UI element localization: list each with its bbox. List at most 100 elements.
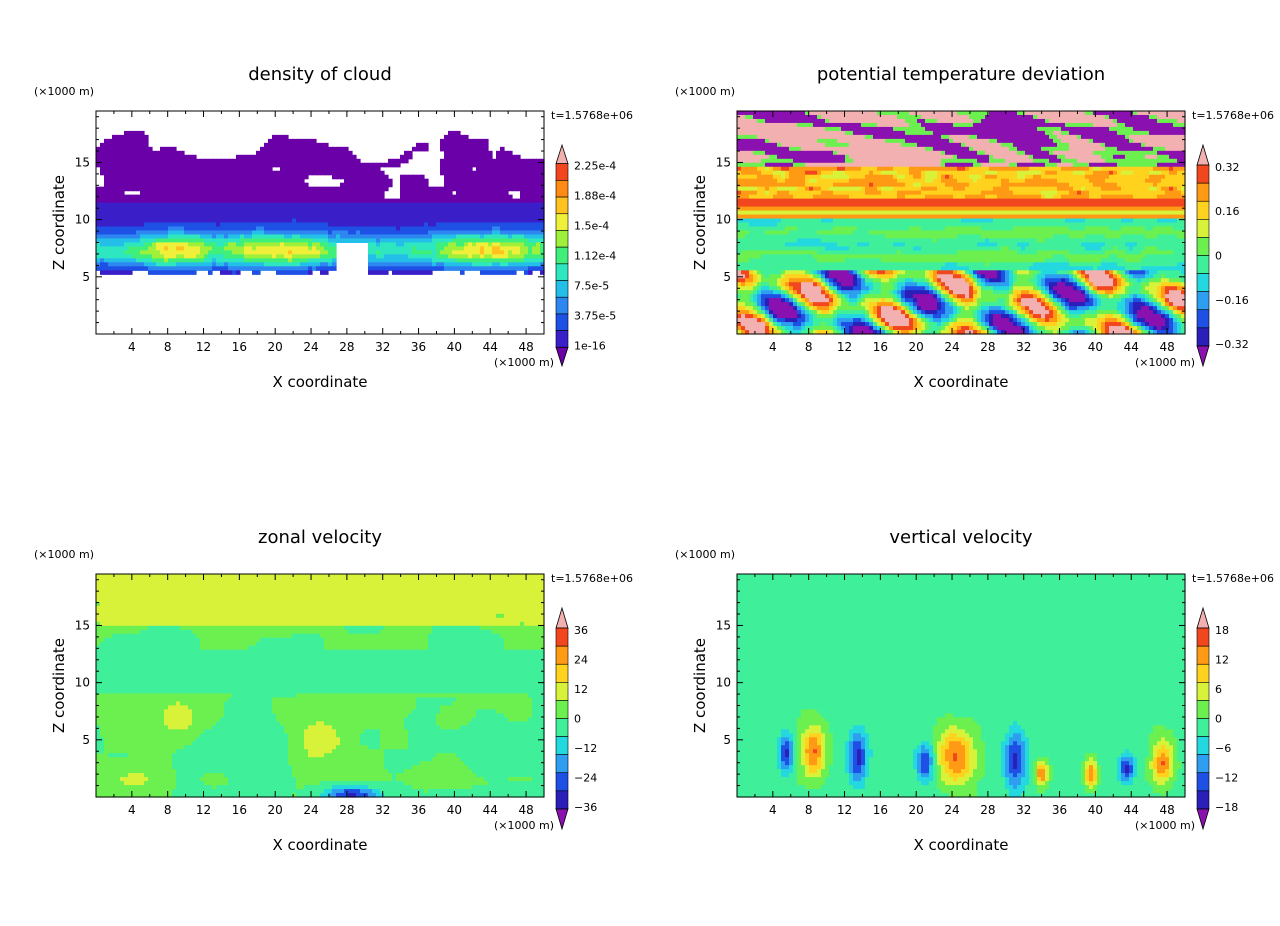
heatmap-cell xyxy=(749,131,754,136)
heatmap-cell xyxy=(176,191,181,196)
heatmap-cell xyxy=(264,219,269,224)
heatmap-cell xyxy=(296,167,301,172)
heatmap-cell xyxy=(244,219,249,224)
heatmap-cell xyxy=(252,250,257,255)
heatmap-cell xyxy=(813,306,818,311)
heatmap-cell xyxy=(777,242,782,247)
heatmap-cell xyxy=(300,223,305,228)
heatmap-cell xyxy=(737,119,742,124)
heatmap-cell xyxy=(484,258,489,263)
heatmap-cell xyxy=(837,187,842,192)
heatmap-cell xyxy=(488,230,493,235)
heatmap-cell xyxy=(168,163,173,168)
heatmap-cell xyxy=(801,151,806,156)
heatmap-cell xyxy=(761,314,766,319)
heatmap-cell xyxy=(224,234,229,239)
heatmap-cell xyxy=(809,179,814,184)
heatmap-cell xyxy=(312,187,317,192)
heatmap-cell xyxy=(821,143,826,148)
heatmap-cell xyxy=(773,111,778,116)
heatmap-cell xyxy=(424,226,429,231)
heatmap-cell xyxy=(364,211,369,216)
heatmap-cell xyxy=(324,211,329,216)
heatmap-cell xyxy=(192,270,197,275)
heatmap-cell xyxy=(336,155,341,160)
heatmap-cell xyxy=(248,262,253,267)
heatmap-cell xyxy=(508,187,513,192)
heatmap-cell xyxy=(284,266,289,271)
heatmap-cell xyxy=(837,298,842,303)
heatmap-cell xyxy=(452,238,457,243)
heatmap-cell xyxy=(817,175,822,180)
heatmap-cell xyxy=(793,151,798,156)
heatmap-cell xyxy=(164,246,169,251)
heatmap-cell xyxy=(793,238,798,243)
heatmap-cell xyxy=(773,270,778,275)
heatmap-cell xyxy=(825,258,830,263)
heatmap-cell xyxy=(108,163,113,168)
heatmap-cell xyxy=(216,250,221,255)
heatmap-cell xyxy=(492,163,497,168)
heatmap-cell xyxy=(817,119,822,124)
heatmap-cell xyxy=(456,171,461,176)
heatmap-cell xyxy=(420,258,425,263)
heatmap-cell xyxy=(809,183,814,188)
heatmap-cell xyxy=(452,262,457,267)
heatmap-cell xyxy=(140,250,145,255)
heatmap-cell xyxy=(472,163,477,168)
heatmap-cell xyxy=(757,119,762,124)
heatmap-cell xyxy=(280,167,285,172)
heatmap-cell xyxy=(260,223,265,228)
heatmap-cell xyxy=(216,187,221,192)
heatmap-cell xyxy=(140,175,145,180)
heatmap-cell xyxy=(440,238,445,243)
heatmap-cell xyxy=(825,262,830,267)
heatmap-cell xyxy=(244,207,249,212)
heatmap-cell xyxy=(500,254,505,259)
heatmap-cell xyxy=(208,191,213,196)
heatmap-cell xyxy=(837,294,842,299)
heatmap-cell xyxy=(172,159,177,164)
heatmap-cell xyxy=(821,254,826,259)
heatmap-cell xyxy=(416,143,421,148)
heatmap-cell xyxy=(312,246,317,251)
heatmap-cell xyxy=(789,175,794,180)
heatmap-cell xyxy=(753,270,758,275)
heatmap-cell xyxy=(300,219,305,224)
heatmap-cell xyxy=(212,191,217,196)
heatmap-cell xyxy=(801,183,806,188)
heatmap-cell xyxy=(260,207,265,212)
heatmap-cell xyxy=(388,226,393,231)
heatmap-cell xyxy=(837,242,842,247)
heatmap-cell xyxy=(276,191,281,196)
heatmap-cell xyxy=(100,155,105,160)
heatmap-cell xyxy=(308,219,313,224)
heatmap-cell xyxy=(108,171,113,176)
heatmap-cell xyxy=(400,226,405,231)
heatmap-cell xyxy=(464,199,469,204)
heatmap-cell xyxy=(516,199,521,204)
heatmap-cell xyxy=(432,191,437,196)
heatmap-cell xyxy=(264,211,269,216)
heatmap-cell xyxy=(825,242,830,247)
heatmap-cell xyxy=(140,203,145,208)
heatmap-cell xyxy=(232,159,237,164)
heatmap-cell xyxy=(797,127,802,132)
heatmap-cell xyxy=(388,246,393,251)
heatmap-cell xyxy=(528,211,533,216)
heatmap-cell xyxy=(184,187,189,192)
heatmap-cell xyxy=(108,211,113,216)
heatmap-cell xyxy=(276,226,281,231)
heatmap-cell xyxy=(440,167,445,172)
heatmap-cell xyxy=(328,226,333,231)
heatmap-cell xyxy=(805,119,810,124)
heatmap-cell xyxy=(745,175,750,180)
heatmap-cell xyxy=(236,203,241,208)
heatmap-cell xyxy=(300,203,305,208)
heatmap-cell xyxy=(388,262,393,267)
heatmap-cell xyxy=(817,262,822,267)
heatmap-cell xyxy=(749,155,754,160)
heatmap-cell xyxy=(220,199,225,204)
heatmap-cell xyxy=(773,290,778,295)
heatmap-cell xyxy=(492,203,497,208)
